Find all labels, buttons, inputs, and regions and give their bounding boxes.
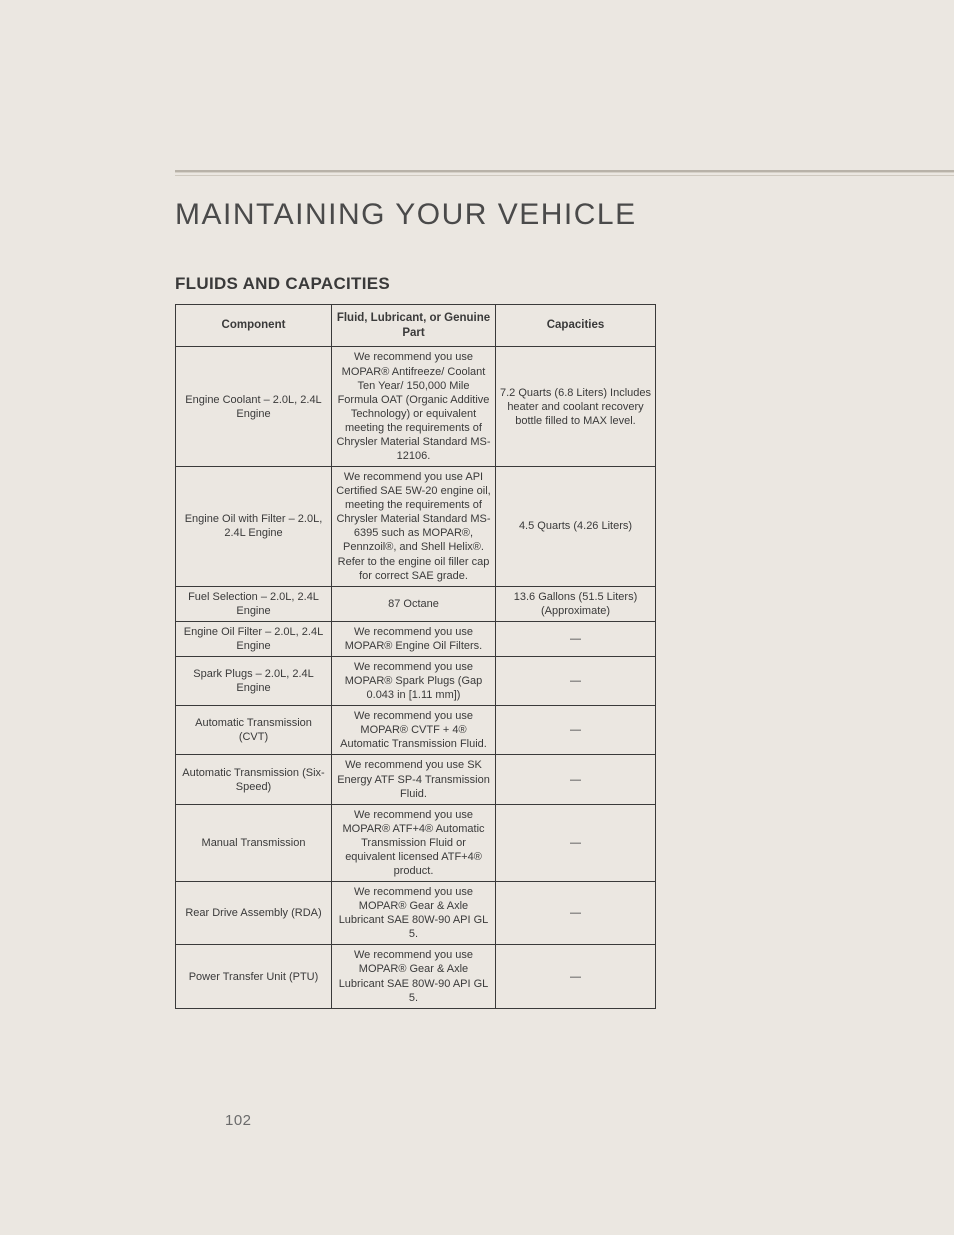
cell-capacity: — <box>496 755 656 804</box>
cell-component: Rear Drive Assembly (RDA) <box>176 882 332 945</box>
table-row: Rear Drive Assembly (RDA) We recommend y… <box>176 882 656 945</box>
table-header-row: Component Fluid, Lubricant, or Genuine P… <box>176 305 656 347</box>
cell-fluid: 87 Octane <box>332 586 496 621</box>
page-content: MAINTAINING YOUR VEHICLE FLUIDS AND CAPA… <box>175 170 810 1009</box>
table-row: Engine Oil Filter – 2.0L, 2.4L Engine We… <box>176 621 656 656</box>
cell-capacity: — <box>496 804 656 881</box>
cell-component: Spark Plugs – 2.0L, 2.4L Engine <box>176 657 332 706</box>
table-row: Engine Coolant – 2.0L, 2.4L Engine We re… <box>176 347 656 467</box>
cell-component: Automatic Transmission (Six-Speed) <box>176 755 332 804</box>
cell-component: Fuel Selection – 2.0L, 2.4L Engine <box>176 586 332 621</box>
cell-component: Engine Coolant – 2.0L, 2.4L Engine <box>176 347 332 467</box>
page-title: MAINTAINING YOUR VEHICLE <box>175 198 810 232</box>
table-row: Automatic Transmission (CVT) We recommen… <box>176 706 656 755</box>
cell-component: Automatic Transmission (CVT) <box>176 706 332 755</box>
table-body: Engine Coolant – 2.0L, 2.4L Engine We re… <box>176 347 656 1008</box>
cell-fluid: We recommend you use SK Energy ATF SP-4 … <box>332 755 496 804</box>
table-row: Spark Plugs – 2.0L, 2.4L Engine We recom… <box>176 657 656 706</box>
cell-capacity: 4.5 Quarts (4.26 Liters) <box>496 467 656 587</box>
col-capacities: Capacities <box>496 305 656 347</box>
cell-capacity: 7.2 Quarts (6.8 Liters) Includes heater … <box>496 347 656 467</box>
col-component: Component <box>176 305 332 347</box>
cell-component: Manual Transmission <box>176 804 332 881</box>
cell-capacity: — <box>496 945 656 1008</box>
col-fluid: Fluid, Lubricant, or Genuine Part <box>332 305 496 347</box>
cell-capacity: 13.6 Gallons (51.5 Liters) (Approximate) <box>496 586 656 621</box>
cell-fluid: We recommend you use MOPAR® Engine Oil F… <box>332 621 496 656</box>
cell-component: Power Transfer Unit (PTU) <box>176 945 332 1008</box>
fluids-table: Component Fluid, Lubricant, or Genuine P… <box>175 304 656 1009</box>
table-row: Engine Oil with Filter – 2.0L, 2.4L Engi… <box>176 467 656 587</box>
table-row: Power Transfer Unit (PTU) We recommend y… <box>176 945 656 1008</box>
section-heading: FLUIDS AND CAPACITIES <box>175 274 810 294</box>
cell-fluid: We recommend you use MOPAR® Gear & Axle … <box>332 945 496 1008</box>
cell-fluid: We recommend you use MOPAR® Antifreeze/ … <box>332 347 496 467</box>
cell-fluid: We recommend you use MOPAR® ATF+4® Autom… <box>332 804 496 881</box>
cell-component: Engine Oil Filter – 2.0L, 2.4L Engine <box>176 621 332 656</box>
cell-fluid: We recommend you use MOPAR® CVTF + 4® Au… <box>332 706 496 755</box>
page-number: 102 <box>225 1112 252 1129</box>
table-row: Manual Transmission We recommend you use… <box>176 804 656 881</box>
table-row: Automatic Transmission (Six-Speed) We re… <box>176 755 656 804</box>
cell-capacity: — <box>496 621 656 656</box>
cell-component: Engine Oil with Filter – 2.0L, 2.4L Engi… <box>176 467 332 587</box>
cell-fluid: We recommend you use MOPAR® Gear & Axle … <box>332 882 496 945</box>
cell-capacity: — <box>496 882 656 945</box>
cell-capacity: — <box>496 706 656 755</box>
cell-capacity: — <box>496 657 656 706</box>
cell-fluid: We recommend you use API Certified SAE 5… <box>332 467 496 587</box>
cell-fluid: We recommend you use MOPAR® Spark Plugs … <box>332 657 496 706</box>
table-row: Fuel Selection – 2.0L, 2.4L Engine 87 Oc… <box>176 586 656 621</box>
